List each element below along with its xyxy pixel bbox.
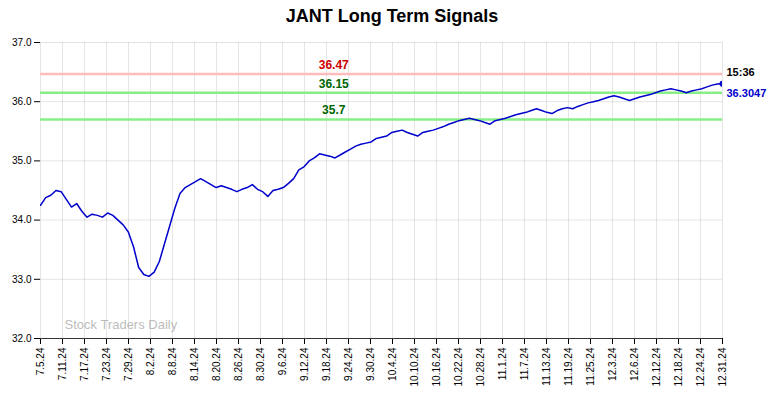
svg-text:9.12.24: 9.12.24 xyxy=(299,347,310,381)
svg-text:37.0: 37.0 xyxy=(12,37,32,48)
svg-text:11.1.24: 11.1.24 xyxy=(497,347,508,380)
svg-text:11.19.24: 11.19.24 xyxy=(563,347,574,386)
svg-text:8.2.24: 8.2.24 xyxy=(145,347,156,375)
svg-text:10.10.24: 10.10.24 xyxy=(409,347,420,386)
svg-text:33.0: 33.0 xyxy=(12,274,32,285)
svg-text:11.13.24: 11.13.24 xyxy=(541,347,552,386)
svg-text:12.12.24: 12.12.24 xyxy=(651,347,662,386)
svg-text:9.24.24: 9.24.24 xyxy=(343,347,354,381)
svg-text:36.0: 36.0 xyxy=(12,96,32,107)
svg-text:12.6.24: 12.6.24 xyxy=(629,347,640,381)
svg-text:11.25.24: 11.25.24 xyxy=(585,347,596,386)
svg-text:35.7: 35.7 xyxy=(322,103,346,117)
svg-text:10.22.24: 10.22.24 xyxy=(453,347,464,386)
svg-text:9.6.24: 9.6.24 xyxy=(277,347,288,375)
svg-text:8.14.24: 8.14.24 xyxy=(189,347,200,381)
svg-text:8.20.24: 8.20.24 xyxy=(211,347,222,381)
svg-text:12.31.24: 12.31.24 xyxy=(717,347,728,386)
svg-text:7.5.24: 7.5.24 xyxy=(35,347,46,375)
svg-text:8.30.24: 8.30.24 xyxy=(255,347,266,381)
svg-text:36.3047: 36.3047 xyxy=(727,87,767,99)
svg-text:12.18.24: 12.18.24 xyxy=(673,347,684,386)
svg-text:7.23.24: 7.23.24 xyxy=(101,347,112,381)
svg-text:9.30.24: 9.30.24 xyxy=(365,347,376,381)
svg-text:10.28.24: 10.28.24 xyxy=(475,347,486,386)
svg-text:15:36: 15:36 xyxy=(727,66,755,78)
svg-text:7.29.24: 7.29.24 xyxy=(123,347,134,381)
svg-text:36.47: 36.47 xyxy=(319,58,349,72)
svg-text:32.0: 32.0 xyxy=(12,333,32,344)
svg-text:10.4.24: 10.4.24 xyxy=(387,347,398,381)
svg-text:7.11.24: 7.11.24 xyxy=(57,347,68,380)
svg-text:Stock Traders Daily: Stock Traders Daily xyxy=(65,317,178,332)
svg-text:7.17.24: 7.17.24 xyxy=(79,347,90,381)
svg-text:12.24.24: 12.24.24 xyxy=(695,347,706,386)
svg-text:36.15: 36.15 xyxy=(319,77,349,91)
svg-text:10.16.24: 10.16.24 xyxy=(431,347,442,386)
svg-text:8.8.24: 8.8.24 xyxy=(167,347,178,375)
svg-text:34.0: 34.0 xyxy=(12,214,32,225)
svg-text:12.3.24: 12.3.24 xyxy=(607,347,618,381)
svg-text:11.7.24: 11.7.24 xyxy=(519,347,530,380)
svg-text:35.0: 35.0 xyxy=(12,155,32,166)
svg-text:8.26.24: 8.26.24 xyxy=(233,347,244,381)
svg-text:9.18.24: 9.18.24 xyxy=(321,347,332,381)
html-text:JANT Long Term Signals: JANT Long Term Signals xyxy=(285,6,499,26)
